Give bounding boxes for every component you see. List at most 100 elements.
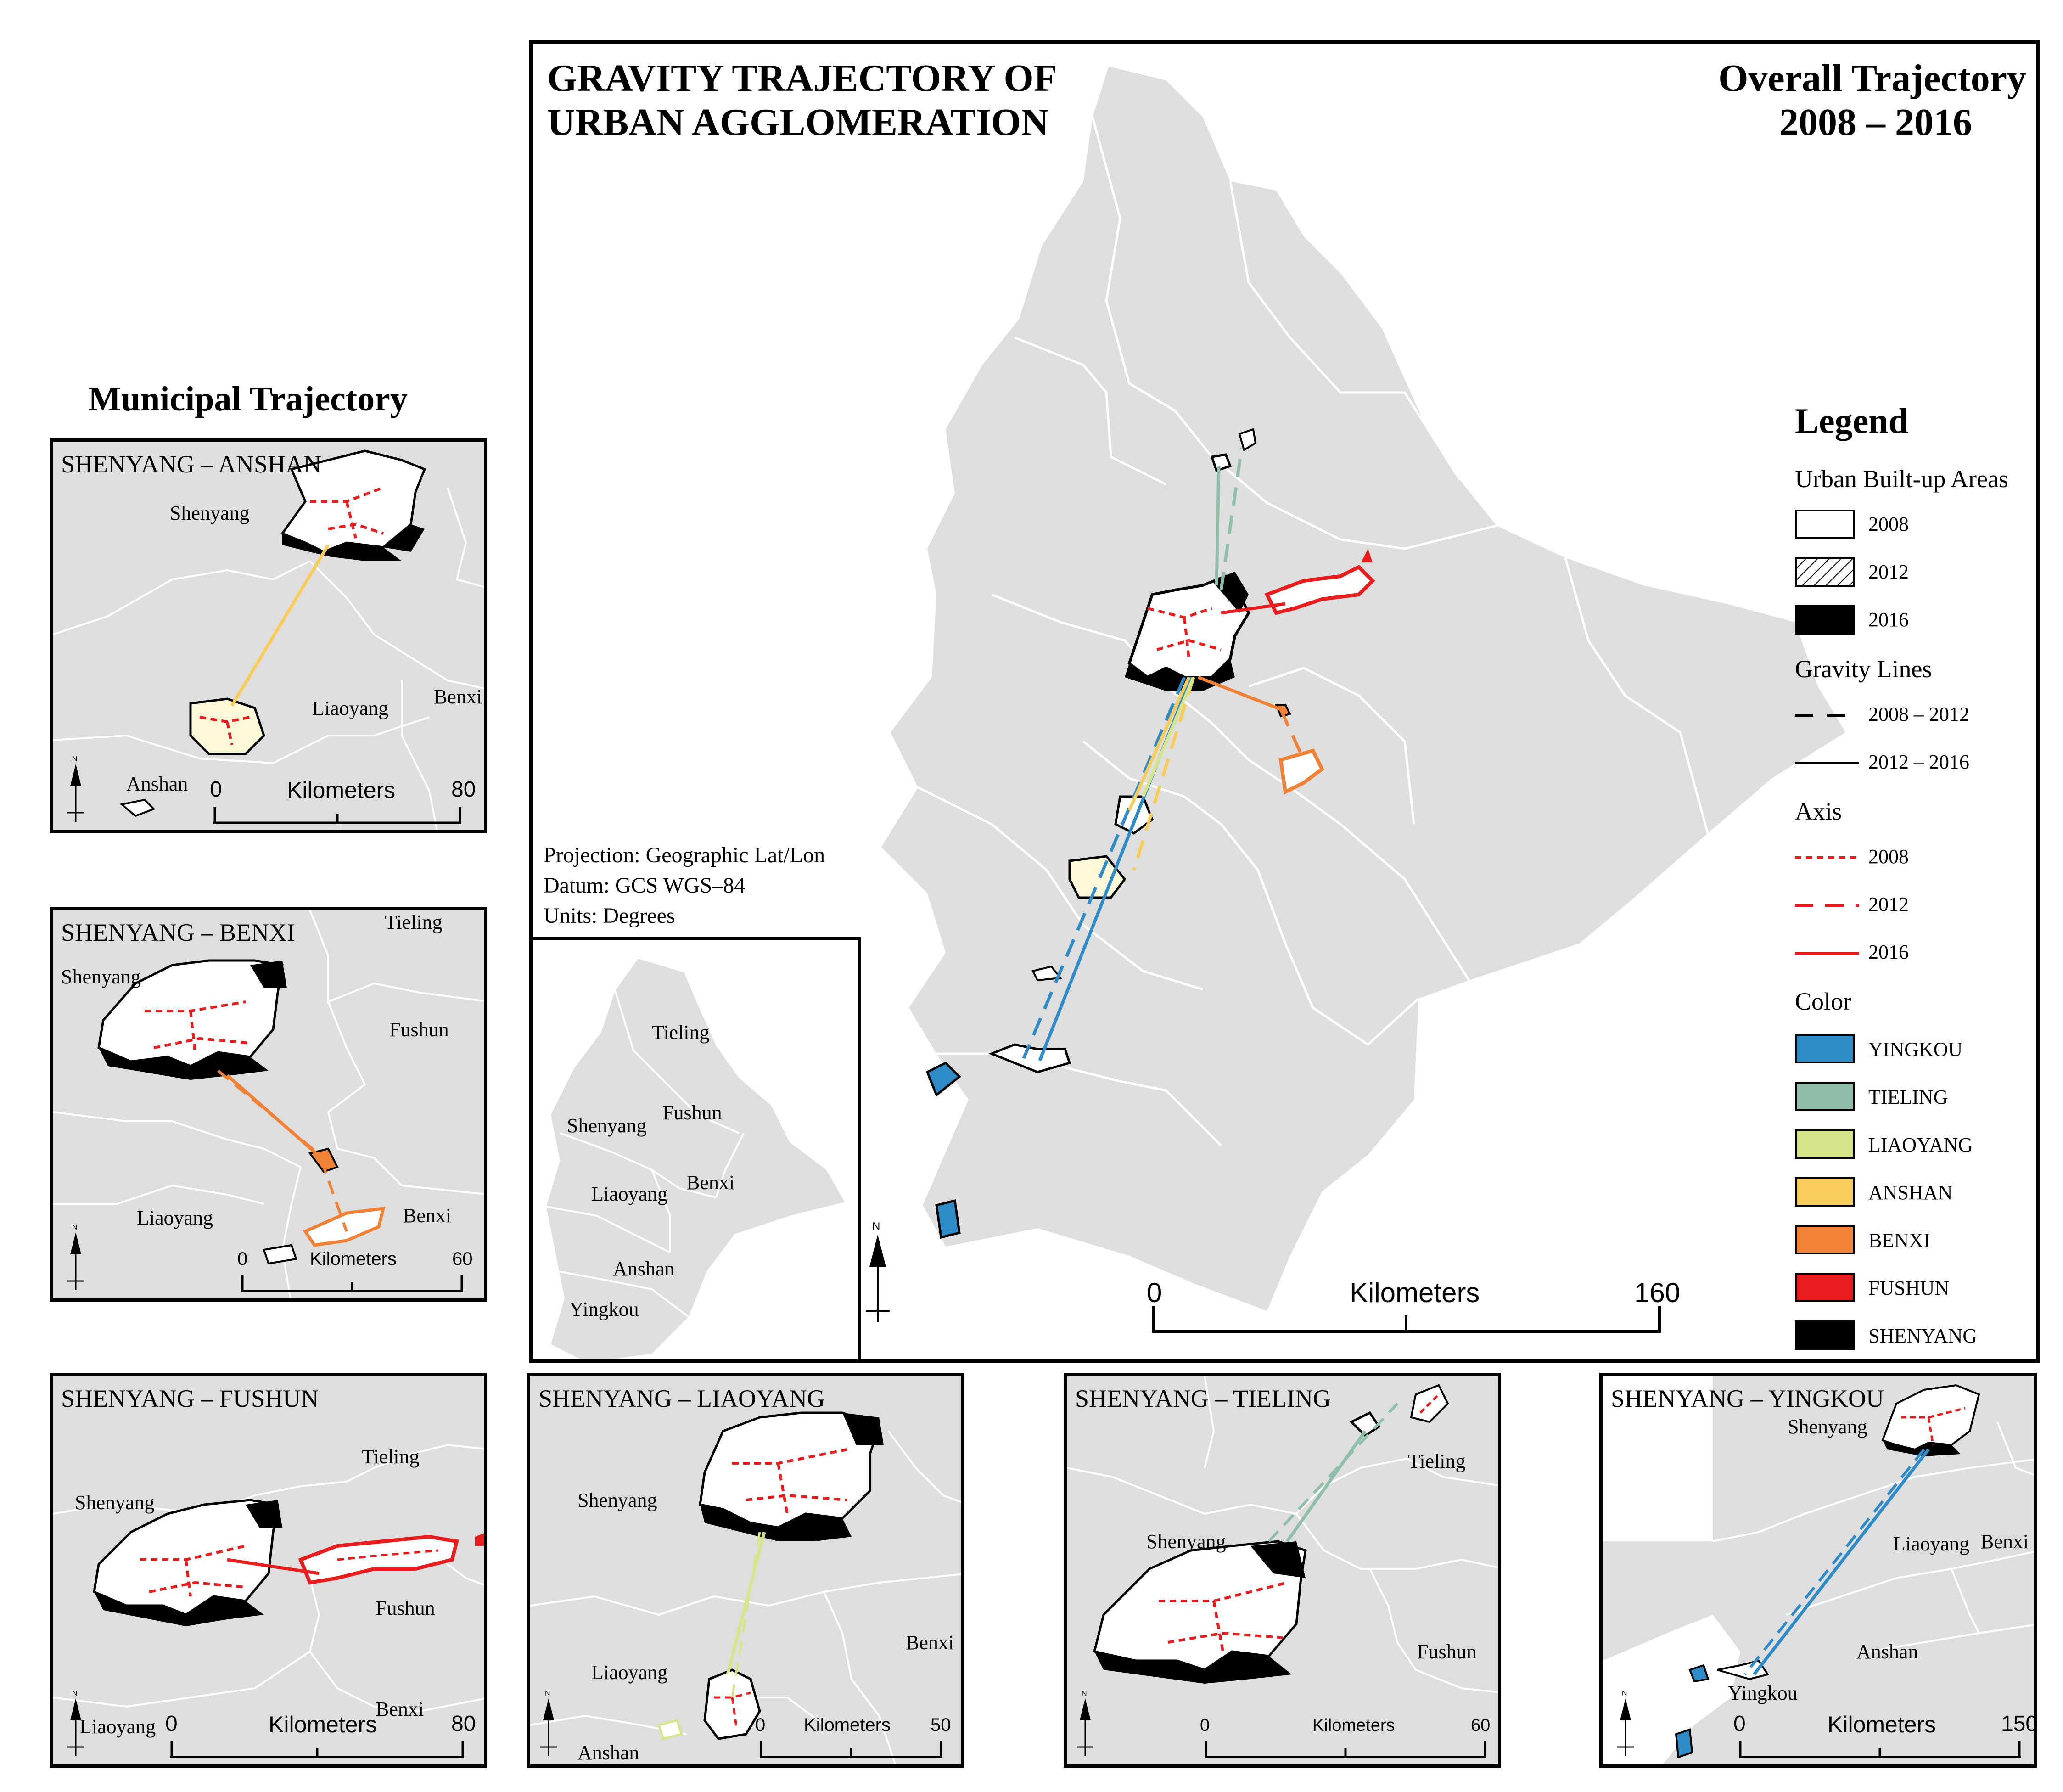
svg-text:N: N [72, 1690, 78, 1697]
main-scale-unit: Kilometers [1350, 1277, 1480, 1308]
yingkou-scale-bar [1739, 1741, 2021, 1758]
inset-label-yingkou: Yingkou [569, 1298, 639, 1320]
legend-axis-2008-line [1795, 856, 1859, 859]
svg-text:N: N [72, 755, 78, 763]
projection-text: Projection: Geographic Lat/Lon [544, 843, 825, 867]
yingkou-scale-end: 150 [2001, 1712, 2037, 1736]
color-swatch-shenyang [1795, 1320, 1855, 1350]
legend-axis-2012-line [1795, 904, 1859, 907]
anshan-panel-canvas [53, 442, 484, 830]
inset-label-shenyang: Shenyang [567, 1114, 647, 1137]
tieling-scale-unit: Kilometers [1312, 1716, 1395, 1735]
panel-shenyang-benxi: SHENYANG – BENXI Tieling Shenyang Fushun… [50, 907, 487, 1302]
anshan-label-shenyang: Shenyang [170, 502, 250, 524]
color-label-yingkou: YINGKOU [1868, 1038, 1963, 1061]
svg-text:N: N [545, 1690, 550, 1697]
region-landmass [881, 67, 1845, 1311]
liaoyang-label-anshan: Anshan [577, 1741, 639, 1764]
yingkou-label-benxi: Benxi [1980, 1530, 2029, 1553]
inset-label-anshan: Anshan [613, 1258, 675, 1280]
liaoyang-label-liaoyang: Liaoyang [591, 1661, 668, 1684]
benxi-label-benxi: Benxi [403, 1204, 452, 1227]
yingkou-panel-canvas [1603, 1376, 2034, 1764]
liaoyang-panel-canvas [530, 1376, 961, 1764]
datum-text: Datum: GCS WGS–84 [544, 873, 746, 898]
locator-landmass [546, 959, 845, 1359]
anshan-label-liaoyang: Liaoyang [312, 697, 389, 719]
inset-label-benxi: Benxi [686, 1171, 735, 1194]
legend-builtup-2016: 2016 [1868, 608, 1909, 631]
swatch-2008-builtup [1795, 510, 1855, 539]
legend-gravity-2012-2016: 2012 – 2016 [1868, 751, 1969, 773]
benxi-north-arrow-icon: N [67, 1224, 84, 1290]
color-swatch-tieling [1795, 1082, 1855, 1111]
panel-shenyang-liaoyang: SHENYANG – LIAOYANG Shenyang Benxi Liaoy… [527, 1373, 964, 1768]
overall-title-line2: 2008 – 2016 [1779, 101, 1972, 144]
tieling-north-arrow-icon: N [1077, 1690, 1093, 1756]
units-text: Units: Degrees [544, 904, 675, 928]
legend-builtup-2008: 2008 [1868, 513, 1909, 535]
liaoyang-scale-start: 0 [755, 1715, 766, 1735]
benxi-label-shenyang: Shenyang [61, 966, 141, 988]
benxi-scale-end: 60 [452, 1249, 473, 1269]
tieling-scale-start: 0 [1200, 1716, 1210, 1735]
fushun-label-shenyang: Shenyang [75, 1491, 155, 1514]
inset-label-fushun: Fushun [662, 1101, 722, 1124]
fushun-scale-bar [170, 1741, 464, 1758]
svg-text:N: N [1082, 1690, 1087, 1697]
legend-builtup-heading: Urban Built-up Areas [1795, 465, 2008, 493]
legend-gravity-2008-2012: 2008 – 2012 [1868, 703, 1969, 725]
benxi-label-liaoyang: Liaoyang [137, 1207, 213, 1229]
anshan-north-arrow-icon: N [67, 755, 84, 822]
color-label-anshan: ANSHAN [1868, 1181, 1953, 1204]
main-scale-bar [1152, 1306, 1661, 1333]
color-label-liaoyang: LIAOYANG [1868, 1134, 1973, 1156]
swatch-2016-builtup [1795, 605, 1855, 635]
yingkou-scale-start: 0 [1733, 1712, 1746, 1736]
fushun-scale-start: 0 [165, 1712, 178, 1736]
fushun-panel-canvas [53, 1376, 484, 1764]
fushun-label-benxi: Benxi [376, 1698, 424, 1720]
yingkou-label-shenyang: Shenyang [1788, 1416, 1867, 1438]
fushun-panel-fushun [298, 1534, 459, 1585]
liaoyang-label-shenyang: Shenyang [577, 1489, 657, 1511]
legend-axis-heading: Axis [1795, 798, 1842, 825]
liaoyang-label-benxi: Benxi [906, 1631, 954, 1654]
swatch-2012-builtup [1795, 557, 1855, 587]
main-map: GRAVITY TRAJECTORY OF URBAN AGGLOMERATIO… [529, 40, 2040, 1363]
locator-inset: Tieling Shenyang Fushun Liaoyang Benxi A… [533, 937, 861, 1359]
legend-axis-2016-line [1795, 952, 1859, 955]
legend-axis-2012: 2012 [1868, 893, 1909, 916]
color-label-fushun: FUSHUN [1868, 1277, 1950, 1299]
panel-liaoyang-title: SHENYANG – LIAOYANG [538, 1385, 825, 1412]
benxi-panel-canvas [53, 910, 484, 1298]
color-label-shenyang: SHENYANG [1868, 1325, 1978, 1347]
anshan-scale-start: 0 [210, 777, 222, 802]
svg-text:N: N [72, 1224, 78, 1231]
locator-canvas [546, 959, 845, 1359]
anshan-label-anshan: Anshan [126, 773, 188, 795]
liaoyang-scale-unit: Kilometers [804, 1715, 891, 1735]
yingkou-label-liaoyang: Liaoyang [1893, 1533, 1970, 1555]
color-swatch-yingkou [1795, 1034, 1855, 1063]
benxi-label-fushun: Fushun [389, 1018, 449, 1041]
yingkou-label-yingkou: Yingkou [1728, 1682, 1798, 1704]
anshan-scale-unit: Kilometers [287, 777, 396, 803]
color-swatch-anshan [1795, 1177, 1855, 1207]
fushun-label-fushun: Fushun [376, 1597, 435, 1619]
anshan-label-benxi: Benxi [434, 685, 482, 708]
color-swatch-liaoyang [1795, 1129, 1855, 1159]
yingkou-builtup [988, 1043, 1071, 1073]
anshan-scale-bar [213, 807, 461, 824]
liaoyang-builtup [1114, 795, 1154, 835]
panel-yingkou-title: SHENYANG – YINGKOU [1611, 1385, 1884, 1412]
anshan-scale-end: 80 [451, 777, 476, 802]
fushun-label-tieling: Tieling [362, 1445, 420, 1468]
legend-axis-2016: 2016 [1868, 941, 1909, 963]
tieling-label-shenyang: Shenyang [1146, 1530, 1226, 1553]
panel-anshan-title: SHENYANG – ANSHAN [61, 450, 322, 478]
main-title-line2: URBAN AGGLOMERATION [547, 101, 1049, 144]
fushun-scale-end: 80 [451, 1712, 476, 1736]
inset-label-tieling: Tieling [652, 1021, 710, 1044]
yingkou-north-arrow-icon: N [1617, 1690, 1634, 1756]
